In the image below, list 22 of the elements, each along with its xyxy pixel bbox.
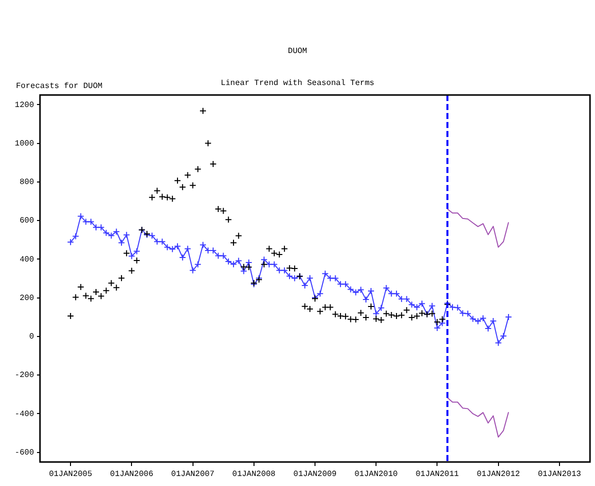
x-tick-label: 01JAN2009	[293, 470, 337, 479]
y-tick-label: 600	[20, 216, 34, 226]
x-tick-label: 01JAN2012	[476, 470, 520, 479]
y-tick-label: -200	[14, 371, 34, 380]
y-tick-label: 800	[20, 178, 34, 188]
x-tick-label: 01JAN2006	[110, 470, 154, 479]
y-tick-label: 400	[20, 255, 34, 264]
x-tick-label: 01JAN2007	[171, 470, 215, 479]
x-tick-label: 01JAN2013	[538, 470, 582, 479]
x-tick-label: 01JAN2011	[416, 470, 460, 479]
y-tick-label: 0	[29, 332, 34, 342]
y-tick-label: 1200	[14, 100, 34, 110]
x-tick-label: 01JAN2010	[354, 470, 398, 479]
y-axis-title: Forecasts for DUOM	[16, 82, 102, 91]
y-tick-label: -600	[14, 448, 34, 458]
y-tick-label: -400	[14, 410, 34, 419]
x-tick-label: 01JAN2005	[48, 470, 92, 479]
y-tick-label: 1000	[14, 139, 34, 148]
chart-title: DUOM	[286, 47, 308, 56]
x-tick-label: 01JAN2008	[232, 470, 276, 479]
y-tick-label: 200	[20, 294, 34, 303]
chart-subtitle: Linear Trend with Seasonal Terms	[220, 79, 374, 88]
